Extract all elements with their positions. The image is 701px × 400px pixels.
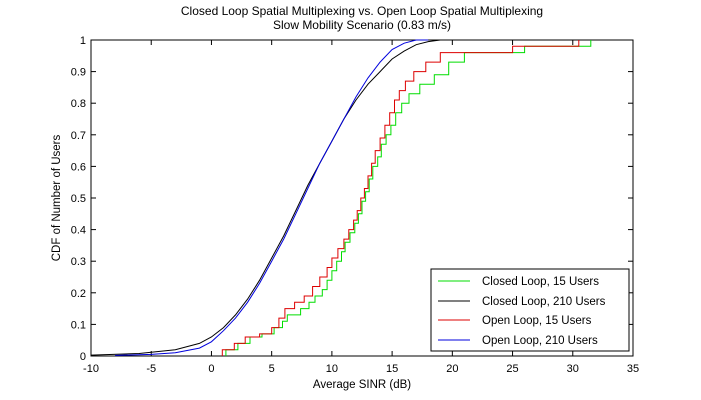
y-tick-label: 0.5 (71, 193, 86, 205)
y-tick-label: 0.8 (71, 98, 86, 110)
series-group (90, 39, 592, 356)
chart-title-line1: Closed Loop Spatial Multiplexing vs. Ope… (181, 4, 543, 18)
legend-label-closed-210: Closed Loop, 210 Users (482, 296, 606, 308)
chart-title-line2: Slow Mobility Scenario (0.83 m/s) (273, 18, 451, 32)
series-line-open-loop-210-users (115, 39, 429, 356)
y-tick-label: 0.4 (71, 225, 86, 237)
legend-label-open-15: Open Loop, 15 Users (482, 315, 592, 327)
legend-box (430, 268, 630, 352)
x-tick-label: 30 (567, 363, 579, 375)
y-tick-label: 0.1 (71, 319, 86, 331)
legend-label-open-210: Open Loop, 210 Users (482, 335, 598, 347)
series-line-open-loop-15-users (221, 40, 580, 356)
series-line-closed-loop-210-users (90, 39, 441, 356)
y-tick-label: 1 (80, 35, 86, 47)
series-line-closed-loop-15-users (225, 40, 592, 356)
y-tick-label: 0.3 (71, 256, 86, 268)
y-tick-label: 0.6 (71, 161, 86, 173)
y-tick-label: 0 (80, 351, 86, 363)
x-tick-label: 5 (269, 363, 275, 375)
x-tick-label: 0 (208, 363, 214, 375)
y-tick-label: 0.9 (71, 67, 86, 79)
x-tick-label: 25 (506, 363, 518, 375)
x-tick-label: 35 (627, 363, 639, 375)
y-tick-label: 0.7 (71, 130, 86, 142)
x-tick-label: -5 (146, 363, 156, 375)
y-axis-label: CDF of Number of Users (51, 134, 63, 261)
x-tick-label: 20 (446, 363, 458, 375)
x-tick-label: 10 (326, 363, 338, 375)
y-tick-label: 0.2 (71, 288, 86, 300)
axis-ticks: -10 -5 0 5 10 15 20 25 30 35 0 0.1 0.2 0.3 0.4 0.5 0.6 0.… (71, 35, 639, 375)
legend: Closed Loop, 15 Users Closed Loop, 210 U… (430, 268, 630, 352)
x-tick-label: -10 (83, 363, 99, 375)
x-axis-label: Average SINR (dB) (313, 379, 411, 391)
x-tick-label: 15 (386, 363, 398, 375)
legend-label-closed-15: Closed Loop, 15 Users (482, 276, 599, 288)
